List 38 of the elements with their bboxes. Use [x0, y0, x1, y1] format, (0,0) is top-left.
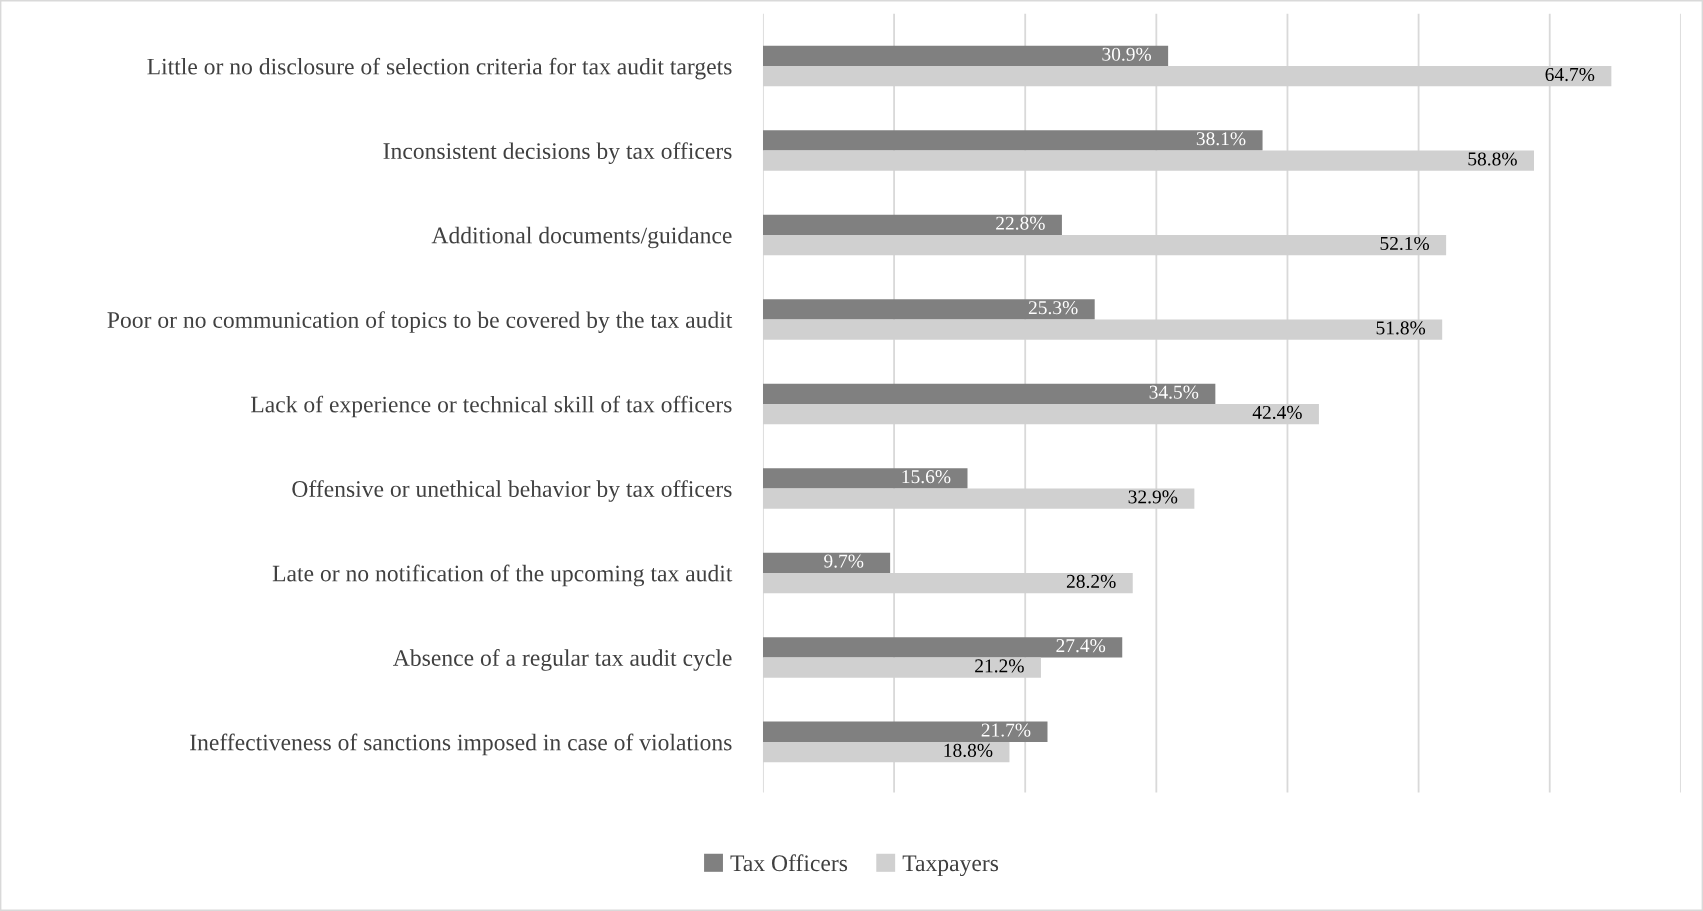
data-label: 42.4%: [1252, 405, 1302, 420]
y-tick-label: Ineffectiveness of sanctions imposed in case of violations: [190, 733, 732, 756]
data-label: 30.9%: [1102, 47, 1152, 61]
data-label: 34.5%: [1149, 385, 1199, 399]
data-label: 22.8%: [996, 216, 1045, 230]
bar: [762, 721, 1048, 742]
y-tick-label: Additional documents/guidance: [431, 226, 732, 249]
bar: [762, 637, 1123, 658]
data-label: 51.8%: [1376, 321, 1426, 335]
y-tick-label: Inconsistent decisions by tax officers: [383, 142, 732, 164]
y-tick-label: Poor or no communication of topics to be covered by the tax audit: [107, 311, 733, 333]
y-tick-label: Late or no notification of the upcoming tax audit: [272, 564, 733, 587]
data-label: 27.4%: [1056, 639, 1106, 653]
y-tick-label: Offensive or unethical behavior by tax officers: [292, 480, 732, 502]
bar: [762, 383, 1216, 404]
y-tick-label: Little or no disclosure of selection criteria for tax audit targets: [147, 57, 732, 80]
data-label: 58.8%: [1468, 152, 1517, 166]
data-label: 38.1%: [1196, 132, 1246, 146]
data-label: 15.6%: [902, 470, 951, 484]
bar: [762, 130, 1263, 151]
data-label: 28.2%: [1066, 574, 1116, 589]
bar: [762, 299, 1095, 320]
legend-label: Taxpayers: [902, 855, 999, 877]
data-label: 18.8%: [944, 743, 993, 757]
bar: [762, 214, 1062, 235]
bar: [762, 468, 968, 489]
y-tick-label: Lack of experience or technical skill of tax officers: [250, 395, 732, 418]
legend-label: Tax Officers: [730, 854, 848, 872]
bar: [762, 45, 1169, 67]
data-label: 64.7%: [1545, 67, 1595, 82]
y-tick-label: Absence of a regular tax audit cycle: [393, 649, 732, 671]
data-label: 32.9%: [1128, 490, 1178, 504]
bar: [762, 552, 891, 573]
data-label: 25.3%: [1028, 301, 1078, 315]
data-label: 52.1%: [1380, 236, 1430, 251]
data-label: 21.2%: [975, 659, 1024, 673]
data-label: 9.7%: [824, 554, 864, 568]
data-label: 21.7%: [981, 723, 1031, 737]
